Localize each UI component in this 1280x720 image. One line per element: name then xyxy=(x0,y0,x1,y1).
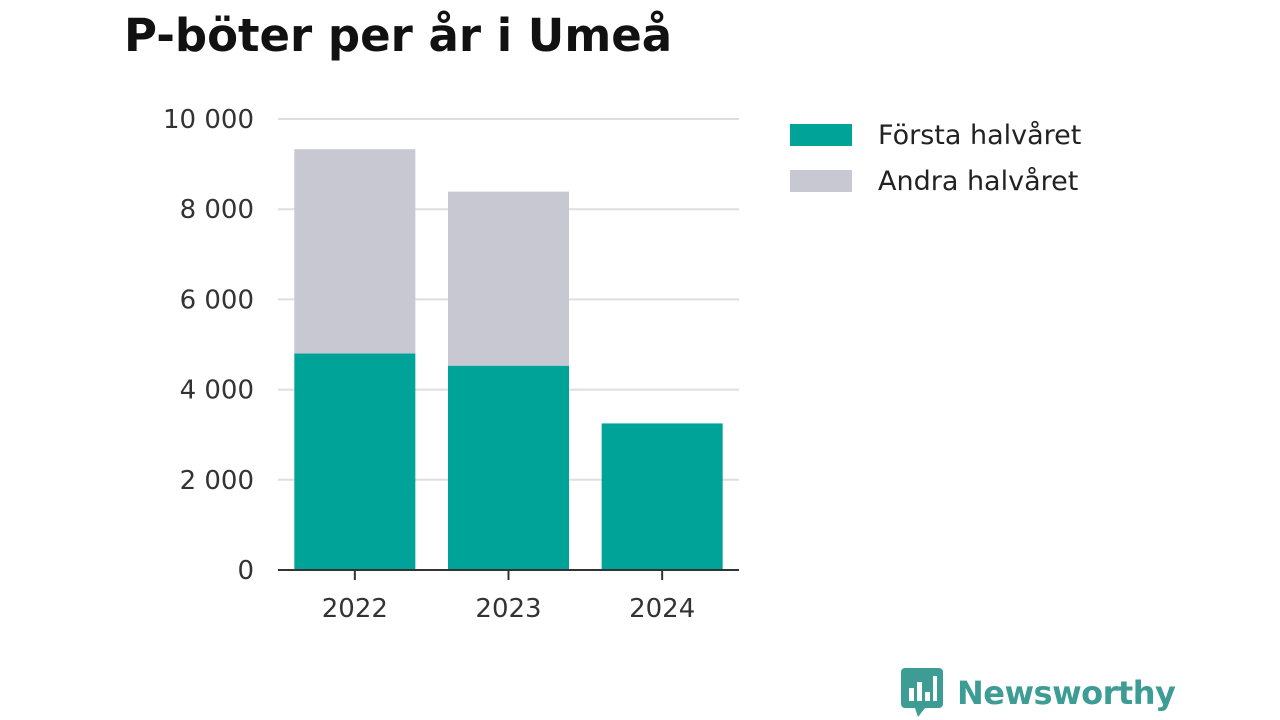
legend-swatch-second-half xyxy=(790,170,852,192)
y-tick-label-0: 0 xyxy=(237,556,254,586)
legend-label-first-half: Första halvåret xyxy=(878,119,1082,151)
legend-item-first-half: Första halvåret xyxy=(790,112,1081,158)
legend-label-second-half: Andra halvåret xyxy=(878,165,1079,197)
bar-2023-series-1 xyxy=(448,191,569,366)
legend: Första halvåret Andra halvåret xyxy=(790,112,1081,204)
y-tick-label-4000: 4 000 xyxy=(180,376,254,406)
x-tick-label-2022: 2022 xyxy=(322,594,388,624)
bar-2022-series-1 xyxy=(294,149,416,354)
bar-chart-speech-bubble-icon xyxy=(901,668,943,717)
y-tick-label-8000: 8 000 xyxy=(180,195,254,225)
brand-logo: Newsworthy xyxy=(901,668,1176,718)
x-tick-label-2024: 2024 xyxy=(629,594,695,624)
axes: 0 2 000 4 000 6 000 8 000 10 000 2022 2023 2024 xyxy=(163,105,739,624)
bar-2024-series-0 xyxy=(601,423,723,570)
legend-item-second-half: Andra halvåret xyxy=(790,158,1081,204)
bar-2023-series-0 xyxy=(448,365,569,570)
bar-2022-series-0 xyxy=(294,353,416,570)
bars xyxy=(294,149,723,570)
y-tick-label-6000: 6 000 xyxy=(180,285,254,315)
legend-swatch-first-half xyxy=(790,124,852,146)
chart-title: P-böter per år i Umeå xyxy=(124,9,673,62)
y-tick-label-10000: 10 000 xyxy=(163,105,254,135)
y-tick-label-2000: 2 000 xyxy=(180,466,254,496)
x-tick-label-2023: 2023 xyxy=(475,594,541,624)
brand-name: Newsworthy xyxy=(957,674,1176,712)
